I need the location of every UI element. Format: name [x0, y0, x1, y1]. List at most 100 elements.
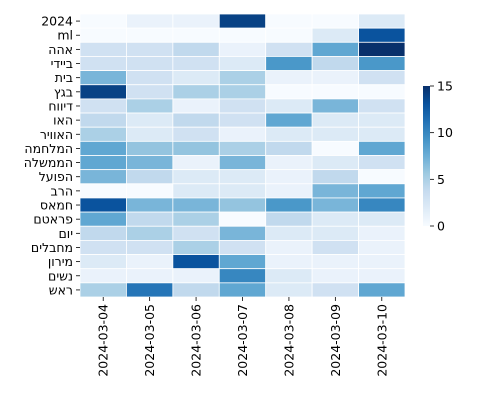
- heatmap-cell: [172, 183, 220, 199]
- heatmap-cell: [265, 140, 313, 156]
- heatmap-cell: [79, 98, 127, 114]
- heatmap-cell: [311, 27, 359, 43]
- heatmap-cell: [311, 169, 359, 185]
- y-tick-label: ביידי: [51, 56, 73, 71]
- colorbar-tick-label: 5: [437, 172, 445, 187]
- heatmap-cell: [79, 84, 127, 100]
- heatmap-cell: [218, 183, 267, 199]
- heatmap-cell: [311, 183, 359, 199]
- heatmap-cell: [79, 27, 127, 43]
- x-tick-labels: 2024-03-04 2024-03-05 2024-03-06 2024-03-07…: [96, 297, 389, 377]
- heatmap-cell: [79, 140, 127, 156]
- heatmap-cell: [311, 13, 359, 29]
- y-tick-label: 2024: [41, 14, 73, 29]
- heatmap-cell: [311, 112, 359, 128]
- heatmap-cell: [172, 140, 220, 156]
- heatmap-cell: [172, 225, 220, 241]
- heatmap-cell: [79, 126, 127, 142]
- heatmap-cell: [265, 27, 313, 43]
- heatmap-cell: [218, 225, 267, 241]
- heatmap-cell: [126, 112, 174, 128]
- heatmap-cell: [172, 197, 220, 213]
- heatmap-cell: [126, 56, 174, 72]
- heatmap-cell: [79, 56, 127, 72]
- heatmap-cell: [172, 169, 220, 185]
- heatmap-cell: [126, 183, 174, 199]
- heatmap-cell: [358, 13, 406, 29]
- colorbar-gradient: [423, 86, 430, 226]
- heatmap-cell: [218, 169, 267, 185]
- heatmap-cell: [311, 239, 359, 255]
- heatmap-cell: [172, 254, 220, 270]
- heatmap-cell: [126, 268, 174, 284]
- heatmap-cell: [265, 225, 313, 241]
- y-tick-label: בגץ: [54, 84, 73, 99]
- heatmap-cell: [358, 70, 406, 86]
- y-tick-label: המלחמה: [24, 141, 73, 156]
- x-tick-label: 2024-03-10: [374, 304, 389, 377]
- heatmap-cell: [79, 41, 127, 57]
- heatmap-cell: [265, 183, 313, 199]
- heatmap-cell: [358, 239, 406, 255]
- heatmap-cell: [218, 282, 267, 298]
- y-tick-labels: 2024mlאההביידיביתבגץדיווחהאוהאווירהמלחמה…: [24, 14, 80, 297]
- x-tick-label: 2024-03-05: [142, 304, 157, 377]
- heatmap-cell: [358, 211, 406, 227]
- heatmap-cell: [79, 112, 127, 128]
- heatmap-cell: [311, 282, 359, 298]
- heatmap-cell: [172, 126, 220, 142]
- y-tick-label: פראטם: [33, 212, 73, 227]
- heatmap-cell: [218, 268, 267, 284]
- heatmap-cell: [358, 126, 406, 142]
- y-tick-label: האוויר: [40, 127, 73, 142]
- heatmap-cell: [218, 84, 267, 100]
- heatmap-cell: [218, 155, 267, 171]
- heatmap-cell: [172, 41, 220, 57]
- heatmap-cell: [126, 239, 174, 255]
- heatmap-cell: [265, 84, 313, 100]
- heatmap-cell: [358, 140, 406, 156]
- heatmap-cell: [126, 126, 174, 142]
- heatmap-cell: [172, 155, 220, 171]
- heatmap-cells: [79, 13, 406, 298]
- heatmap-cell: [126, 13, 174, 29]
- heatmap-cell: [311, 56, 359, 72]
- heatmap-cell: [218, 140, 267, 156]
- y-tick-label: הממשלה: [24, 155, 73, 170]
- heatmap-cell: [218, 41, 267, 57]
- heatmap-cell: [265, 155, 313, 171]
- heatmap-cell: [358, 268, 406, 284]
- y-tick-label: דיווח: [48, 98, 73, 113]
- y-tick-label: הפועל: [39, 169, 73, 184]
- heatmap-cell: [265, 13, 313, 29]
- heatmap-cell: [265, 282, 313, 298]
- heatmap-cell: [126, 197, 174, 213]
- heatmap-cell: [265, 56, 313, 72]
- x-tick-label: 2024-03-07: [235, 304, 250, 377]
- heatmap-cell: [79, 183, 127, 199]
- colorbar: 0 5 10 15: [423, 79, 453, 234]
- x-tick-label: 2024-03-06: [189, 304, 204, 377]
- heatmap-cell: [265, 239, 313, 255]
- heatmap-cell: [218, 56, 267, 72]
- heatmap-cell: [126, 140, 174, 156]
- heatmap-cell: [172, 84, 220, 100]
- heatmap-cell: [358, 282, 406, 298]
- heatmap-cell: [79, 155, 127, 171]
- heatmap-cell: [126, 27, 174, 43]
- heatmap-cell: [358, 41, 406, 57]
- heatmap-cell: [79, 282, 127, 298]
- heatmap-cell: [172, 268, 220, 284]
- colorbar-tick-label: 0: [437, 219, 445, 234]
- heatmap-cell: [311, 70, 359, 86]
- heatmap-cell: [79, 197, 127, 213]
- heatmap-cell: [79, 254, 127, 270]
- y-tick-label: הרב: [51, 183, 73, 198]
- heatmap-cell: [218, 211, 267, 227]
- y-tick-label: ml: [57, 28, 73, 43]
- heatmap-cell: [172, 13, 220, 29]
- y-tick-label: אהה: [48, 42, 73, 57]
- colorbar-tick-label: 10: [437, 125, 453, 140]
- y-tick-label: יום: [59, 226, 74, 241]
- heatmap-cell: [358, 27, 406, 43]
